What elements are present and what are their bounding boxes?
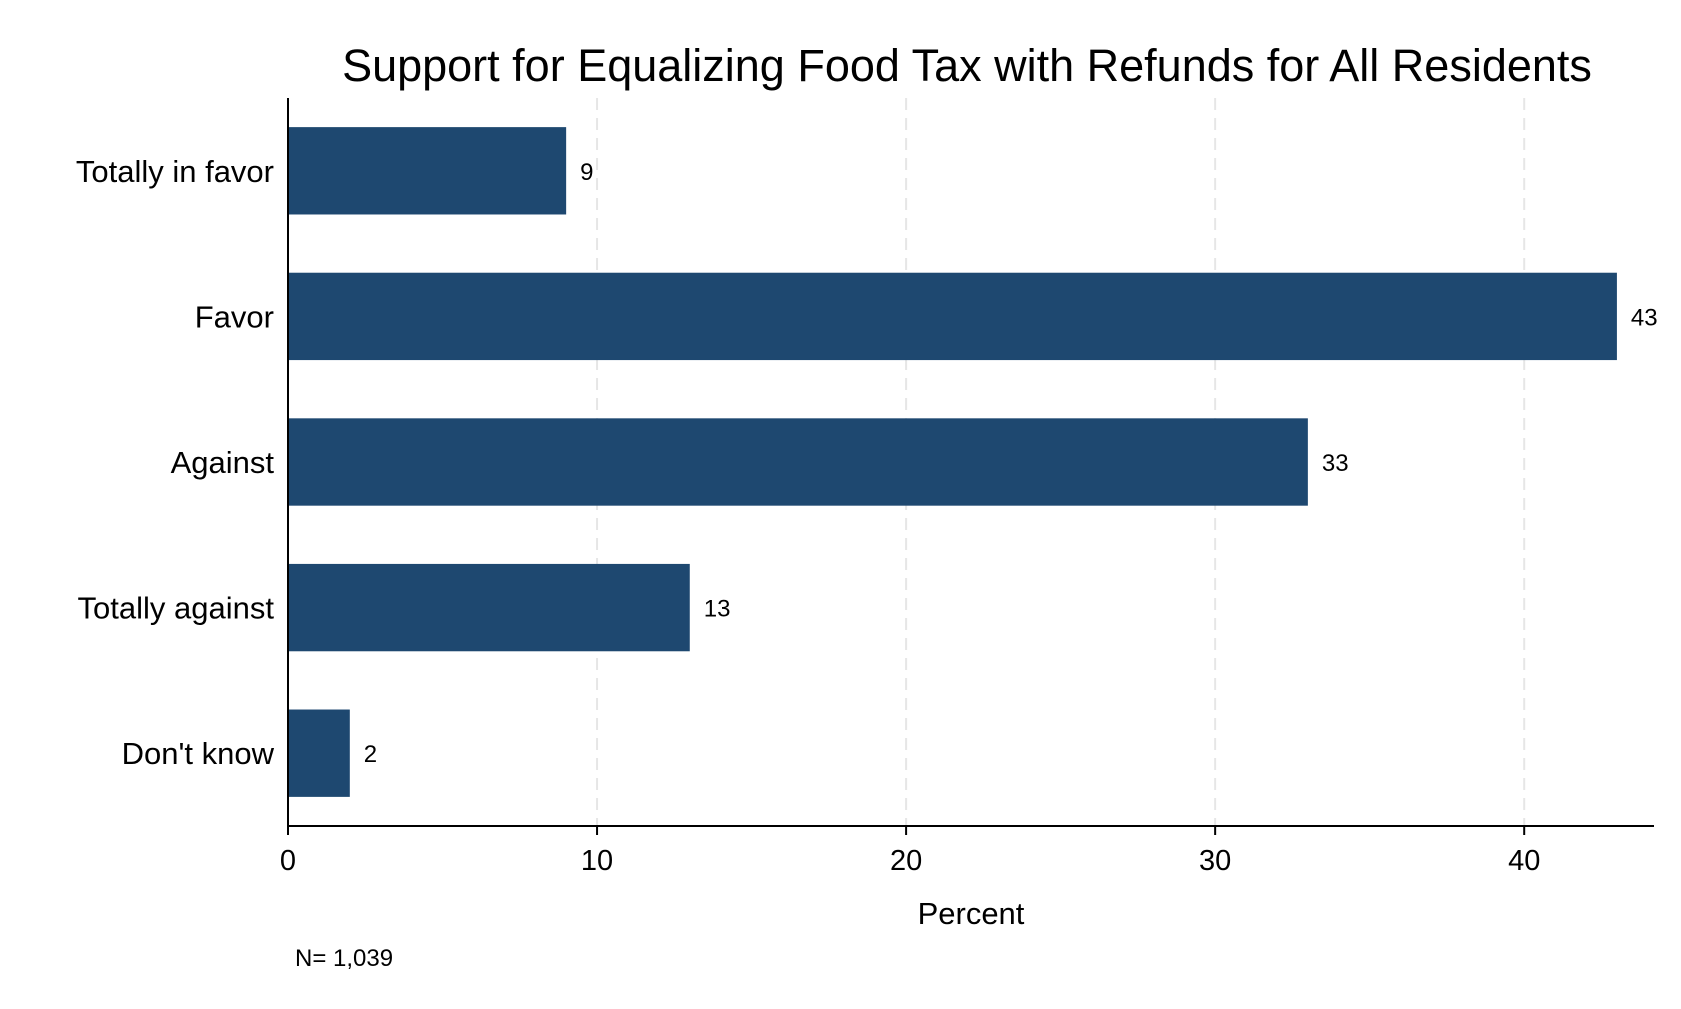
x-axis-ticks: 0 10 20 30 40: [280, 826, 1540, 877]
bars: [288, 127, 1617, 797]
x-tick-label-20: 20: [890, 845, 922, 877]
category-label-favor: Favor: [195, 299, 274, 334]
bar-totally-in-favor: [288, 127, 567, 215]
bar-against: [288, 418, 1308, 506]
data-labels: 9 43 33 13 2: [364, 159, 1658, 768]
category-label-totally-in-favor: Totally in favor: [76, 154, 274, 189]
x-tick-label-0: 0: [280, 845, 296, 877]
data-label-totally-against: 13: [704, 596, 731, 623]
bar-don-t-know: [288, 709, 350, 797]
sample-size-note: N= 1,039: [295, 945, 393, 972]
x-tick-label-40: 40: [1508, 845, 1540, 877]
x-tick-label-10: 10: [581, 845, 613, 877]
data-label-don-t-know: 2: [364, 741, 377, 768]
x-axis-title: Percent: [918, 896, 1025, 931]
x-tick-label-30: 30: [1199, 845, 1231, 877]
bar-favor: [288, 272, 1617, 361]
category-label-totally-against: Totally against: [78, 591, 275, 626]
bar-totally-against: [288, 563, 690, 652]
category-label-don-t-know: Don't know: [122, 736, 275, 771]
data-label-against: 33: [1322, 450, 1349, 477]
data-label-totally-in-favor: 9: [580, 159, 593, 186]
category-labels: Totally in favor Favor Against Totally agai…: [76, 154, 275, 771]
chart-title: Support for Equalizing Food Tax with Ref…: [342, 40, 1592, 91]
data-label-favor: 43: [1631, 304, 1658, 331]
category-label-against: Against: [171, 445, 275, 480]
